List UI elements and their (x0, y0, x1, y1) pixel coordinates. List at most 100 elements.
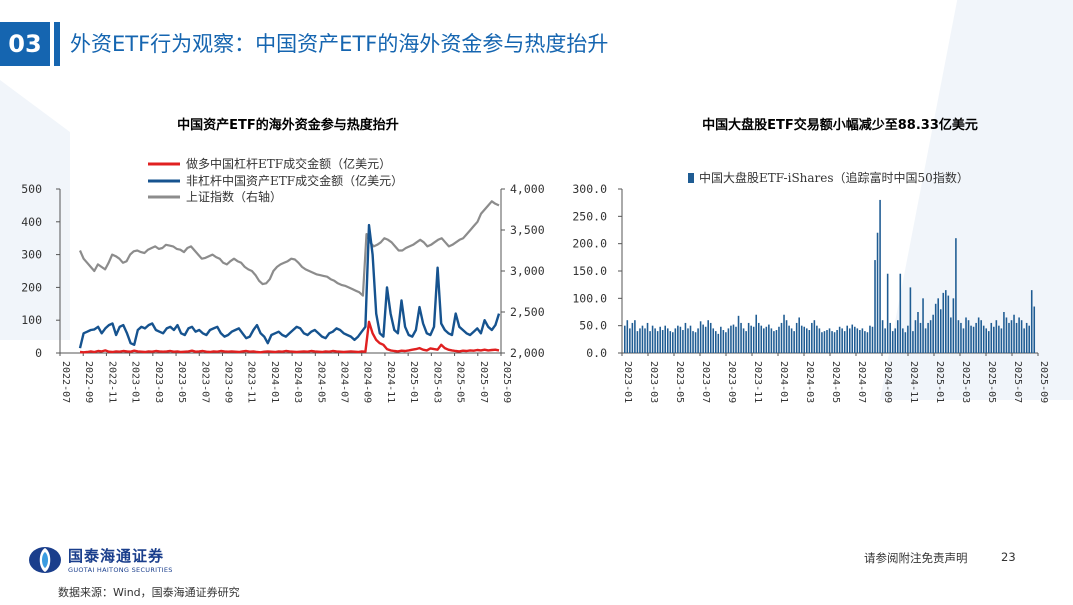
x-tick-label: 2025-03 (431, 361, 442, 403)
x-tick-label: 2025-05 (455, 361, 466, 403)
bar (816, 325, 818, 353)
bar (995, 320, 998, 353)
x-tick-label: 2023-11 (752, 361, 763, 403)
y-tick-label: 500 (21, 182, 42, 196)
x-tick-label: 2024-01 (778, 361, 789, 403)
bar (904, 332, 907, 353)
bar (977, 317, 980, 353)
bar (972, 326, 975, 353)
y2-tick-label: 3,500 (510, 223, 545, 237)
bar (732, 324, 735, 353)
bar (975, 322, 977, 353)
bar (823, 331, 826, 353)
bar (656, 331, 659, 353)
legend-label-non-leveraged: 非杠杆中国资产ETF成交金额（亿美元） (186, 173, 403, 188)
bar (740, 322, 742, 353)
bar (826, 330, 828, 353)
bar (866, 332, 869, 353)
bar (950, 317, 952, 353)
y-tick-label: 250.0 (572, 209, 607, 223)
bar (871, 326, 874, 353)
bar (846, 325, 848, 353)
bar (692, 331, 694, 353)
y-tick-label: 300.0 (572, 182, 607, 196)
bar (674, 328, 677, 353)
bar (646, 322, 649, 353)
bar (669, 331, 672, 353)
bar (939, 309, 942, 353)
x-tick-label: 2024-05 (830, 361, 841, 403)
bar (1013, 314, 1015, 353)
bar (1020, 320, 1023, 353)
bar (1023, 328, 1025, 353)
bar (884, 328, 886, 353)
bar (661, 330, 664, 353)
disclaimer-link[interactable]: 请参阅附注免责声明 (864, 551, 968, 565)
bar (914, 320, 917, 353)
bar (785, 320, 788, 353)
bar (831, 331, 833, 353)
bar (629, 328, 631, 353)
bar (803, 326, 806, 353)
bar (1008, 322, 1010, 353)
x-tick-label: 2025-07 (478, 361, 489, 403)
x-tick-label: 2023-05 (176, 361, 187, 403)
x-tick-label: 2024-05 (315, 361, 326, 403)
bar (644, 328, 646, 353)
company-logo: 国泰海通证券 GUOTAI HAITONG SECURITIES (28, 545, 173, 574)
bar (881, 320, 884, 353)
logo-subtitle: GUOTAI HAITONG SECURITIES (68, 566, 173, 574)
bar (869, 325, 871, 353)
bar (841, 328, 843, 353)
bar (1015, 322, 1018, 353)
bar (687, 328, 689, 353)
x-tick-label: 2024-11 (385, 361, 396, 403)
bar (811, 322, 813, 353)
bar (798, 317, 800, 353)
bar (1018, 317, 1020, 353)
bar (755, 314, 758, 353)
bar (896, 320, 899, 353)
bar (952, 298, 955, 353)
y-tick-label: 50.0 (579, 319, 607, 333)
bar (717, 333, 720, 353)
bar (960, 322, 962, 353)
bar (937, 298, 939, 353)
bar (654, 328, 656, 353)
bar (651, 325, 654, 353)
y-tick-label: 0 (35, 346, 42, 360)
page-number: 23 (1001, 550, 1016, 564)
x-tick-label: 2025-03 (960, 361, 971, 403)
index-series-line (78, 200, 500, 297)
bar (757, 322, 760, 353)
x-tick-label: 2022-09 (83, 361, 94, 403)
x-tick-label: 2023-11 (246, 361, 257, 403)
bar (778, 326, 780, 353)
bar (694, 332, 697, 353)
bar (924, 328, 927, 353)
x-tick-label: 2025-01 (934, 361, 945, 403)
bar (876, 232, 879, 353)
bar (697, 328, 699, 353)
background-shape (0, 80, 70, 340)
bar (856, 328, 859, 353)
bar (773, 331, 775, 353)
bar (649, 331, 651, 353)
bar (720, 326, 722, 353)
bar (909, 287, 912, 353)
bar (800, 325, 803, 353)
bar (631, 322, 634, 353)
x-tick-label: 2024-07 (339, 361, 350, 403)
x-tick-label: 2024-11 (908, 361, 919, 403)
y2-tick-label: 4,000 (510, 182, 545, 196)
x-tick-label: 2023-05 (674, 361, 685, 403)
bar (833, 332, 836, 353)
bar (679, 326, 682, 353)
bar (699, 321, 702, 353)
bar (1010, 320, 1013, 353)
bar (932, 314, 934, 353)
bar (805, 328, 808, 353)
bar (1005, 317, 1008, 353)
bar (929, 320, 932, 353)
page-title: 外资ETF行为观察：中国资产ETF的海外资金参与热度抬升 (70, 32, 609, 56)
